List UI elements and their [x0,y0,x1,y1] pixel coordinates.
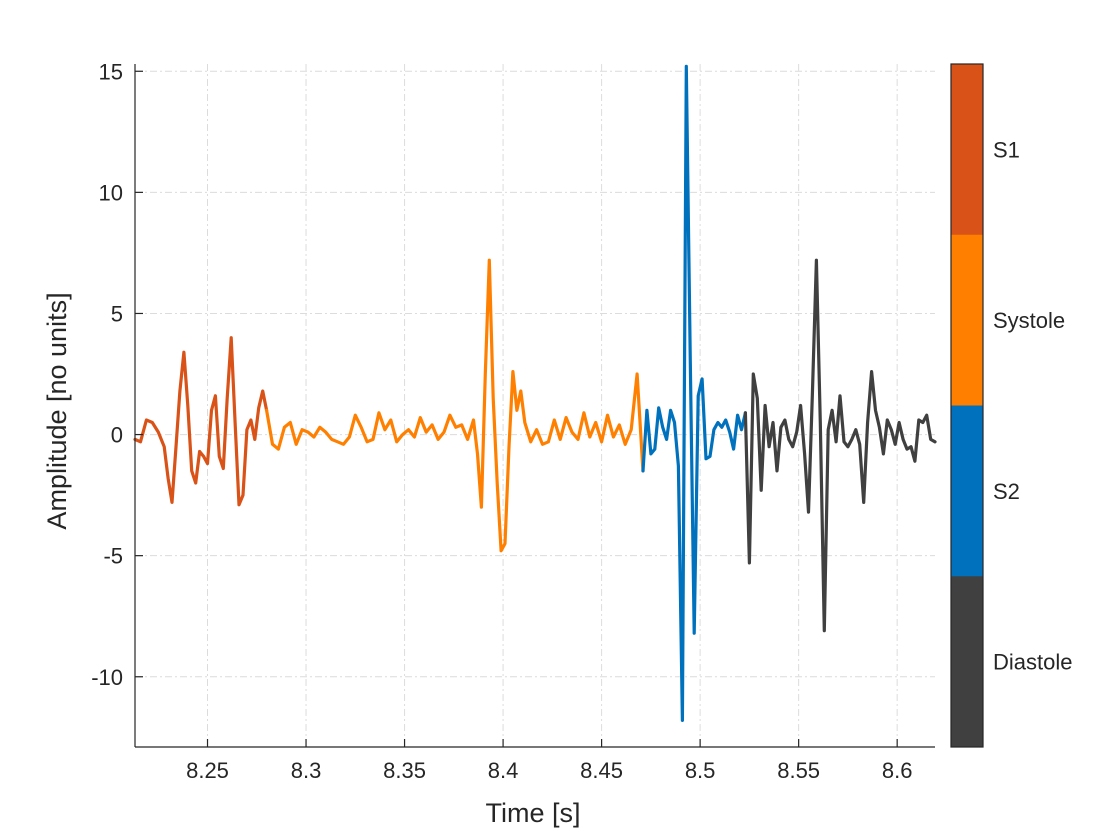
colorbar-label: Systole [993,308,1065,333]
x-tick-labels: 8.25 8.3 8.35 8.4 8.45 8.5 8.55 8.6 [186,758,912,783]
x-tick-label: 8.35 [383,758,426,783]
colorbar-label: Diastole [993,650,1072,675]
x-tick-label: 8.3 [291,758,322,783]
colorbar-label: S1 [993,137,1020,162]
x-tick-label: 8.45 [580,758,623,783]
y-axis-label: Amplitude [no units] [42,292,72,529]
grid [135,64,935,747]
x-axis-label: Time [s] [485,798,580,828]
colorbar-segment-systole [951,234,983,406]
x-tick-label: 8.55 [777,758,820,783]
y-tick-label: -10 [91,665,123,690]
colorbar-label: S2 [993,479,1020,504]
y-tick-label: 10 [99,180,123,205]
y-tick-label: 0 [111,423,123,448]
x-tick-label: 8.6 [882,758,913,783]
colorbar-labels: S1 Systole S2 Diastole [993,137,1072,674]
series-line-systole [265,258,645,553]
series-line-s1 [133,336,269,507]
y-tick-label: 5 [111,301,123,326]
colorbar-border [950,63,984,748]
plot-series [133,64,937,723]
axes [134,64,935,748]
y-tick-label: -5 [103,544,123,569]
colorbar-segment-s2 [951,405,983,577]
y-tick-labels: -10 -5 0 5 10 15 [91,59,123,689]
x-tick-label: 8.4 [488,758,519,783]
colorbar-segment-diastole [951,576,983,748]
colorbar-segment-s1 [951,64,983,236]
series-line-diastole [743,258,937,633]
colorbar [950,63,984,748]
x-tick-label: 8.25 [186,758,229,783]
x-tick-label: 8.5 [685,758,716,783]
series-line-s2 [641,64,748,723]
y-tick-label: 15 [99,59,123,84]
